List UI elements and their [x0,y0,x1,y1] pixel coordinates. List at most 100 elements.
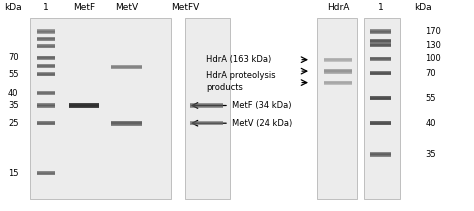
Bar [111,66,142,68]
Bar [111,122,142,124]
Bar [190,123,223,124]
Bar [37,122,55,124]
Bar [324,69,353,74]
Bar [370,152,392,157]
Bar [370,57,392,61]
Bar [190,105,223,106]
Bar [37,73,55,76]
Bar [324,58,353,61]
Bar [370,96,392,100]
Bar [37,57,55,58]
Bar [370,121,392,125]
Bar [37,38,55,40]
Bar [370,73,392,74]
Bar [37,55,55,60]
Bar [69,103,99,108]
Bar [111,121,142,126]
Bar [37,37,55,41]
Bar [37,64,55,68]
Bar [37,91,55,95]
Text: 15: 15 [8,169,18,178]
Bar [30,18,171,199]
Bar [364,18,400,199]
Bar [37,30,55,34]
Bar [37,64,55,68]
Bar [370,98,392,99]
Bar [37,104,55,107]
Bar [37,105,55,106]
Text: 70: 70 [426,69,436,78]
Bar [324,81,353,84]
Bar [370,43,392,47]
Bar [37,172,55,174]
Bar [111,65,142,69]
Bar [370,153,392,156]
Text: 55: 55 [426,94,436,103]
Bar [370,30,392,33]
Bar [37,91,55,95]
Bar [37,57,55,59]
Text: MetV (24 kDa): MetV (24 kDa) [232,119,292,128]
Bar [324,58,353,61]
Text: 70: 70 [8,53,18,62]
Bar [370,153,392,156]
Text: 100: 100 [426,54,441,63]
Bar [370,121,392,125]
Bar [37,30,55,33]
Bar [370,153,392,156]
Bar [190,104,223,107]
Bar [37,172,55,175]
Bar [370,39,392,43]
Bar [370,72,392,74]
Bar [370,43,392,47]
Bar [324,81,353,85]
Bar [37,31,55,32]
Bar [190,103,223,108]
Bar [370,44,392,46]
Bar [37,55,55,60]
Bar [370,57,392,61]
Text: 35: 35 [426,150,436,159]
Bar [190,121,223,125]
Bar [37,172,55,174]
Bar [37,38,55,40]
Bar [37,56,55,59]
Bar [324,69,353,73]
Bar [37,103,55,108]
Bar [370,30,392,34]
Bar [370,58,392,59]
Text: 1: 1 [378,3,383,12]
Bar [111,65,142,69]
Bar [37,46,55,47]
Bar [37,37,55,41]
Bar [190,103,223,108]
Bar [69,104,99,107]
Bar [370,71,392,75]
Bar [370,58,392,60]
Text: HdrA proteolysis: HdrA proteolysis [206,71,276,80]
Bar [69,105,99,106]
Bar [324,69,353,73]
Bar [370,122,392,125]
Bar [111,66,142,68]
Bar [370,122,392,124]
Bar [370,44,392,46]
Bar [324,70,353,72]
Bar [111,121,142,126]
Bar [37,45,55,47]
Bar [69,103,99,108]
Text: 55: 55 [8,70,18,79]
Bar [370,40,392,42]
Bar [370,154,392,155]
Bar [37,122,55,125]
Bar [37,104,55,107]
Bar [37,45,55,48]
Bar [370,31,392,32]
Bar [111,122,142,125]
Bar [324,81,353,84]
Bar [37,104,55,107]
Text: 25: 25 [8,119,18,128]
Bar [37,173,55,174]
Bar [370,122,392,124]
Bar [69,103,99,108]
